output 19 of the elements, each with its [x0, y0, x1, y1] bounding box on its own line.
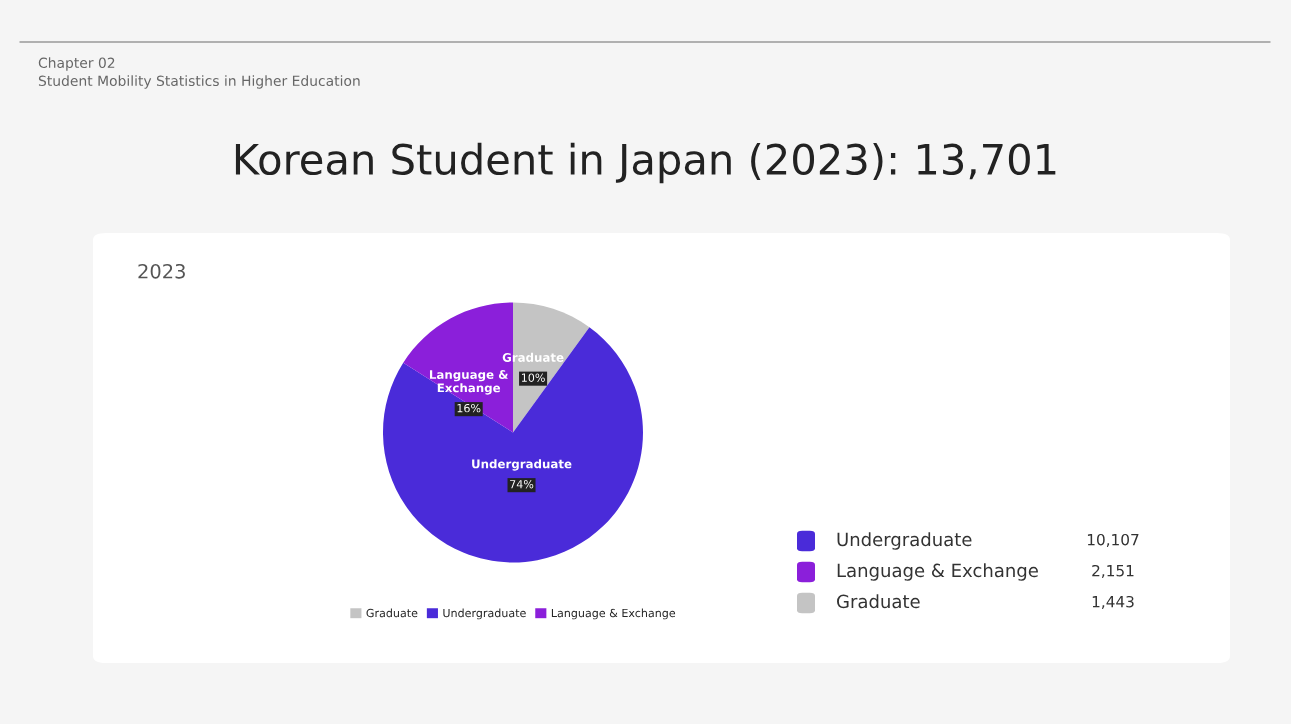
text: Student Mobility Statistics in Higher Education [38, 75, 360, 89]
text: Chapter 02 [38, 57, 115, 71]
legend-label: Undergraduate [443, 608, 526, 620]
legend-label: Graduate [366, 608, 418, 618]
text: 1,443 [1092, 595, 1134, 609]
data-label: 10% [521, 373, 545, 382]
data-label: 16% [457, 403, 481, 413]
category-label: Graduate [837, 594, 920, 609]
text: 2,151 [1092, 564, 1134, 578]
data-label: 74% [510, 479, 534, 489]
chart-title: Korean Student in Japan (2023): 13,701 [235, 142, 1056, 184]
slice-label: Language & Exchange [429, 370, 508, 395]
category-label: Undergraduate [837, 532, 972, 550]
text: 10,107 [1087, 533, 1139, 547]
pie-slice [383, 327, 643, 563]
legend-label: Language & Exchange [551, 608, 676, 620]
text: 2023 [138, 263, 185, 279]
category-label: Language & Exchange [837, 563, 1038, 581]
slice-label: Undergraduate [472, 459, 572, 471]
